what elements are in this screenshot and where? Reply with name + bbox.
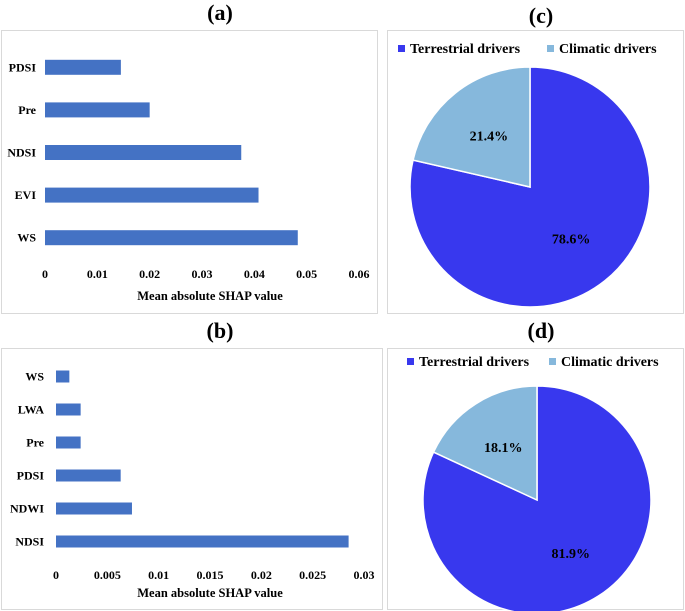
pie-slice-c-climatic [412,66,531,188]
panel-label-d: (d) [527,318,555,343]
pie-slice-c-terrestrial [409,66,651,308]
x-tick-b-1: 0.005 [94,568,121,582]
pie-label-c-climatic: 21.4% [470,129,509,144]
category-label-a-evi: EVI [15,188,37,202]
x-tick-a-4: 0.04 [244,267,265,281]
category-label-a-pdsi: PDSI [9,60,37,74]
panel-label-c: (c) [528,3,554,28]
bar-a-ws [45,230,298,246]
pie-slice-d-climatic [432,385,538,502]
x-tick-a-1: 0.01 [87,267,108,281]
x-axis-title-b: Mean absolute SHAP value [137,586,283,600]
bar-b-ndwi [56,502,132,515]
bar-a-pre [45,102,150,118]
bar-a-ndsi [45,145,242,160]
panel-label-b: (b) [206,318,234,343]
x-tick-a-3: 0.03 [192,267,213,281]
x-tick-a-0: 0 [42,267,48,281]
category-label-b-ndsi: NDSI [15,535,44,549]
panel-label-a: (a) [207,0,233,25]
x-tick-b-2: 0.01 [148,568,169,582]
legend-marker-c-terrestrial [398,45,405,52]
bar-b-lwa [56,403,81,416]
legend-label-c-climatic: Climatic drivers [559,42,657,57]
x-tick-b-4: 0.02 [251,568,272,582]
bar-a-evi [45,187,259,203]
category-label-b-ws: WS [25,370,44,384]
pie-label-d-climatic: 18.1% [484,441,523,456]
x-axis-title-a: Mean absolute SHAP value [137,289,283,303]
category-label-b-ndwi: NDWI [10,502,44,516]
x-tick-b-6: 0.03 [354,568,375,582]
bar-b-ndsi [56,535,349,548]
pie-label-c-terrestrial: 78.6% [552,233,591,248]
category-label-a-pre: Pre [18,103,36,117]
bar-b-pdsi [56,469,121,482]
bar-b-pre [56,436,81,449]
x-tick-a-2: 0.02 [139,267,160,281]
bar-b-ws [56,370,70,383]
bar-a-pdsi [45,59,121,75]
legend-marker-d-terrestrial [407,358,414,365]
category-label-b-pre: Pre [26,436,44,450]
category-label-b-pdsi: PDSI [17,469,45,483]
legend-label-d-terrestrial: Terrestrial drivers [419,355,530,370]
category-label-a-ndsi: NDSI [7,146,36,160]
legend-marker-c-climatic [547,45,554,52]
x-tick-a-6: 0.06 [349,267,370,281]
legend-label-d-climatic: Climatic drivers [561,355,659,370]
pie-label-d-terrestrial: 81.9% [552,547,591,562]
legend-label-c-terrestrial: Terrestrial drivers [410,42,521,57]
legend-marker-d-climatic [549,358,556,365]
x-tick-b-0: 0 [53,568,59,582]
panel-box-a [1,30,378,314]
x-tick-a-5: 0.05 [296,267,317,281]
x-tick-b-5: 0.025 [299,568,326,582]
category-label-a-ws: WS [17,231,36,245]
category-label-b-lwa: LWA [18,403,45,417]
x-tick-b-3: 0.015 [197,568,224,582]
